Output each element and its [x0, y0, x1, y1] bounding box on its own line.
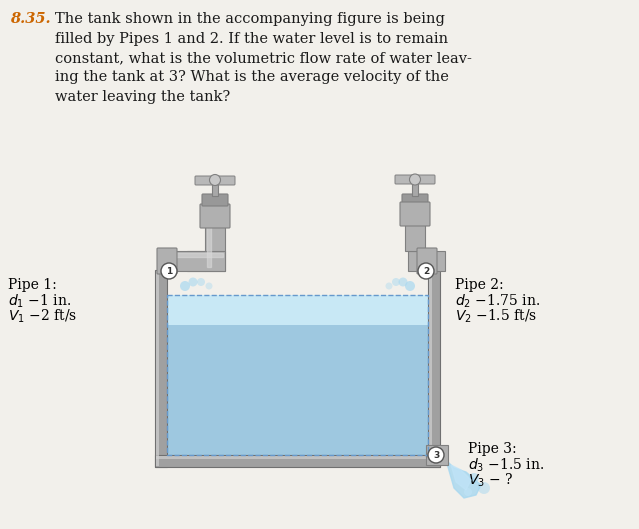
Bar: [167, 295, 428, 455]
Circle shape: [206, 282, 213, 289]
Polygon shape: [451, 465, 471, 490]
Bar: [187, 251, 205, 271]
Circle shape: [405, 281, 415, 291]
Bar: [408, 251, 445, 271]
Polygon shape: [446, 460, 481, 498]
Text: ing the tank at 3? What is the average velocity of the: ing the tank at 3? What is the average v…: [55, 70, 449, 85]
Bar: [207, 213, 211, 267]
Text: 3: 3: [433, 451, 439, 460]
FancyBboxPatch shape: [400, 202, 430, 226]
FancyBboxPatch shape: [200, 204, 230, 228]
Circle shape: [410, 174, 420, 185]
Bar: [156, 271, 159, 466]
Bar: [212, 183, 218, 196]
Bar: [428, 270, 440, 467]
Circle shape: [385, 282, 392, 289]
Bar: [429, 271, 432, 466]
Circle shape: [210, 175, 220, 186]
FancyBboxPatch shape: [167, 251, 225, 271]
Bar: [167, 325, 428, 455]
Bar: [155, 455, 440, 467]
Bar: [426, 445, 448, 465]
Text: Pipe 3:: Pipe 3:: [468, 442, 516, 456]
Text: water leaving the tank?: water leaving the tank?: [55, 90, 230, 104]
Text: $d_3$ −1.5 in.: $d_3$ −1.5 in.: [468, 457, 544, 475]
Text: 2: 2: [423, 267, 429, 276]
Circle shape: [161, 263, 177, 279]
Circle shape: [399, 278, 408, 287]
Text: filled by Pipes 1 and 2. If the water level is to remain: filled by Pipes 1 and 2. If the water le…: [55, 32, 448, 45]
FancyBboxPatch shape: [395, 175, 435, 184]
Text: $V_2$ −1.5 ft/s: $V_2$ −1.5 ft/s: [455, 308, 537, 325]
Text: The tank shown in the accompanying figure is being: The tank shown in the accompanying figur…: [55, 12, 445, 26]
Circle shape: [428, 447, 444, 463]
FancyBboxPatch shape: [195, 176, 235, 185]
Circle shape: [418, 263, 434, 279]
Bar: [412, 183, 418, 196]
FancyBboxPatch shape: [205, 210, 225, 271]
Text: $V_3$ − ?: $V_3$ − ?: [468, 472, 513, 489]
Text: 1: 1: [166, 267, 172, 276]
FancyBboxPatch shape: [405, 210, 425, 251]
FancyBboxPatch shape: [402, 194, 428, 206]
Bar: [156, 456, 439, 459]
Circle shape: [197, 278, 205, 286]
Text: $d_1$ −1 in.: $d_1$ −1 in.: [8, 293, 71, 311]
FancyBboxPatch shape: [417, 248, 437, 274]
FancyBboxPatch shape: [157, 248, 177, 274]
Text: $V_1$ −2 ft/s: $V_1$ −2 ft/s: [8, 308, 77, 325]
Text: $d_2$ −1.75 in.: $d_2$ −1.75 in.: [455, 293, 540, 311]
Bar: [167, 295, 428, 325]
Circle shape: [469, 473, 479, 483]
Text: constant, what is the volumetric flow rate of water leav-: constant, what is the volumetric flow ra…: [55, 51, 472, 65]
FancyBboxPatch shape: [425, 251, 428, 271]
Text: Pipe 1:: Pipe 1:: [8, 278, 57, 292]
Bar: [169, 253, 223, 257]
Circle shape: [478, 482, 490, 494]
FancyBboxPatch shape: [202, 194, 228, 206]
Circle shape: [464, 488, 472, 496]
Text: Pipe 2:: Pipe 2:: [455, 278, 504, 292]
Text: 8.35.: 8.35.: [10, 12, 50, 26]
Circle shape: [392, 278, 400, 286]
Circle shape: [189, 278, 197, 287]
Bar: [155, 270, 167, 467]
Circle shape: [180, 281, 190, 291]
